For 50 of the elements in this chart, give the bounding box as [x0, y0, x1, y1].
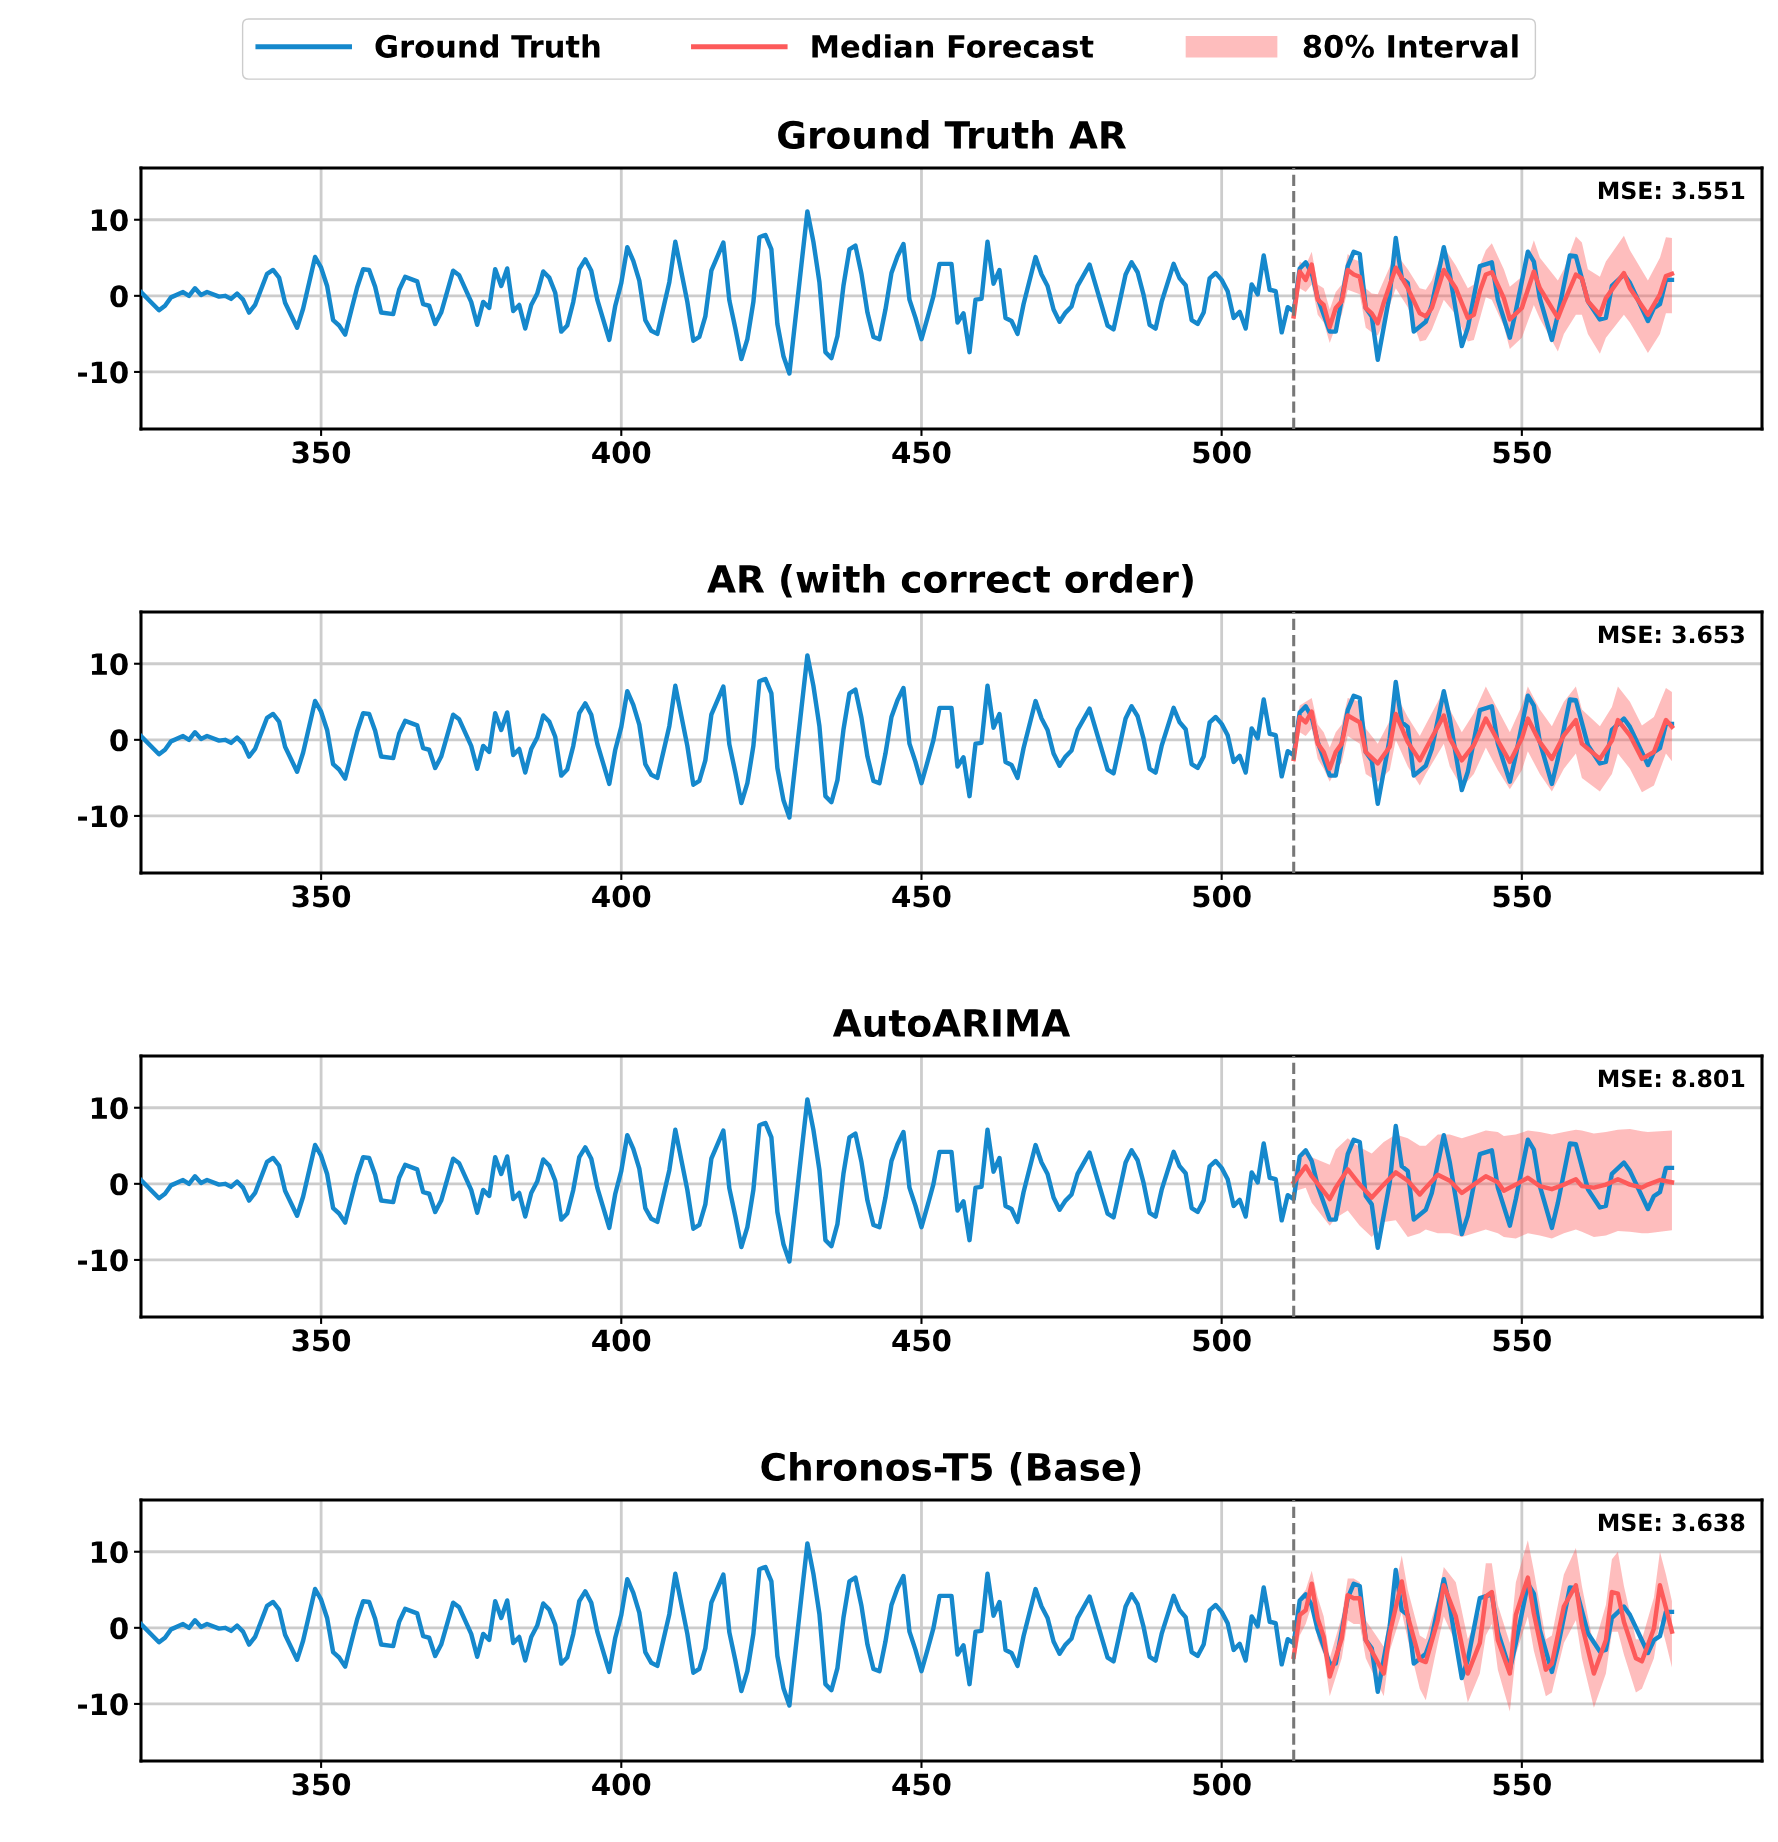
y-tick-label: -10	[78, 361, 128, 384]
y-tick-label: 0	[110, 729, 128, 752]
line-series	[141, 209, 1675, 376]
chart-title: Ground Truth AR	[778, 120, 1127, 150]
y-tick-label: 10	[91, 653, 128, 676]
x-tick-label: 500	[1193, 441, 1251, 464]
x-tick-label: 400	[592, 885, 651, 908]
annotation: MSE: 3.653	[1598, 625, 1744, 644]
x-tick-label: 400	[592, 1329, 651, 1352]
x-tick-label: 500	[1193, 1329, 1251, 1352]
y-tick-label: -10	[78, 805, 128, 828]
y-tick-label: 0	[110, 1173, 128, 1196]
annotation: MSE: 3.551	[1598, 181, 1745, 200]
chart-title: Chronos-T5 (Base)	[761, 1452, 1141, 1486]
line-series	[1291, 709, 1675, 771]
line-series	[141, 653, 1675, 820]
x-tick-label: 550	[1493, 1773, 1551, 1796]
x-tick-label: 550	[1493, 885, 1551, 908]
x-tick-label: 550	[1493, 441, 1551, 464]
x-tick-label: 500	[1193, 885, 1251, 908]
x-tick-label: 350	[292, 441, 351, 464]
annotation: MSE: 8.801	[1598, 1069, 1745, 1088]
x-tick-label: 450	[892, 1773, 951, 1796]
x-tick-label: 550	[1493, 1329, 1551, 1352]
y-tick-label: 10	[91, 1541, 128, 1564]
x-tick-label: 400	[592, 441, 651, 464]
y-tick-label: 0	[110, 285, 128, 308]
x-tick-label: 350	[292, 1329, 351, 1352]
y-tick-label: 0	[110, 1617, 128, 1640]
y-tick-label: -10	[78, 1249, 128, 1272]
legend-label: Ground Truth	[375, 34, 600, 58]
x-tick-label: 450	[892, 885, 951, 908]
y-tick-label: 10	[91, 209, 128, 232]
x-tick-label: 500	[1193, 1773, 1251, 1796]
line-series	[1291, 1164, 1675, 1202]
x-tick-label: 350	[292, 885, 351, 908]
x-tick-label: 450	[892, 1329, 951, 1352]
x-tick-label: 400	[592, 1773, 651, 1796]
legend-label: Median Forecast	[812, 34, 1094, 58]
line-series	[141, 1097, 1675, 1264]
x-tick-label: 450	[892, 441, 951, 464]
line-series	[1291, 262, 1675, 330]
line-series	[1291, 1575, 1675, 1679]
y-tick-label: 10	[91, 1097, 128, 1120]
chart-title: AR (with correct order)	[707, 564, 1193, 598]
chart-title: AutoARIMA	[832, 1009, 1071, 1038]
x-tick-label: 350	[292, 1773, 351, 1796]
annotation: MSE: 3.638	[1598, 1513, 1745, 1532]
text: 80% Interval	[1303, 34, 1518, 58]
y-tick-label: -10	[78, 1693, 128, 1716]
